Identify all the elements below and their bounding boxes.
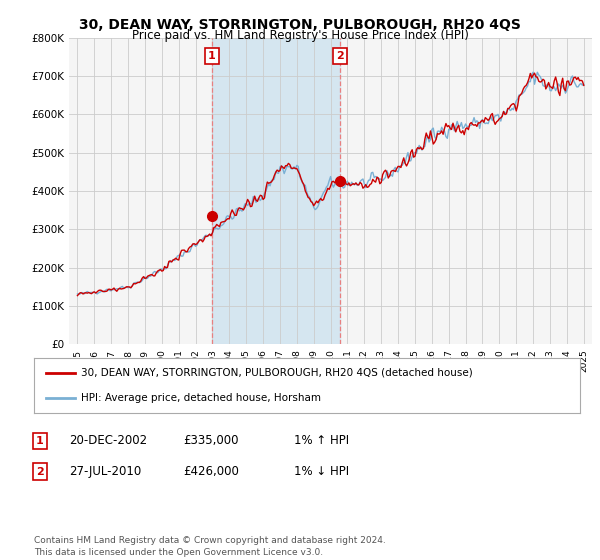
Bar: [212, 38, 340, 344]
Text: Contains HM Land Registry data © Crown copyright and database right 2024.
This d: Contains HM Land Registry data © Crown c…: [34, 536, 386, 557]
Text: 1: 1: [208, 51, 216, 61]
Text: 27-JUL-2010: 27-JUL-2010: [69, 465, 141, 478]
Text: £335,000: £335,000: [183, 434, 239, 447]
Text: 20-DEC-2002: 20-DEC-2002: [69, 434, 147, 447]
Text: 2: 2: [337, 51, 344, 61]
Text: £426,000: £426,000: [183, 465, 239, 478]
Text: Price paid vs. HM Land Registry's House Price Index (HPI): Price paid vs. HM Land Registry's House …: [131, 29, 469, 42]
Text: 1: 1: [36, 436, 44, 446]
Text: 30, DEAN WAY, STORRINGTON, PULBOROUGH, RH20 4QS: 30, DEAN WAY, STORRINGTON, PULBOROUGH, R…: [79, 18, 521, 32]
Text: 2: 2: [36, 466, 44, 477]
Text: HPI: Average price, detached house, Horsham: HPI: Average price, detached house, Hors…: [80, 393, 320, 403]
Text: 1% ↓ HPI: 1% ↓ HPI: [294, 465, 349, 478]
Text: 30, DEAN WAY, STORRINGTON, PULBOROUGH, RH20 4QS (detached house): 30, DEAN WAY, STORRINGTON, PULBOROUGH, R…: [80, 368, 472, 377]
Text: 1% ↑ HPI: 1% ↑ HPI: [294, 434, 349, 447]
